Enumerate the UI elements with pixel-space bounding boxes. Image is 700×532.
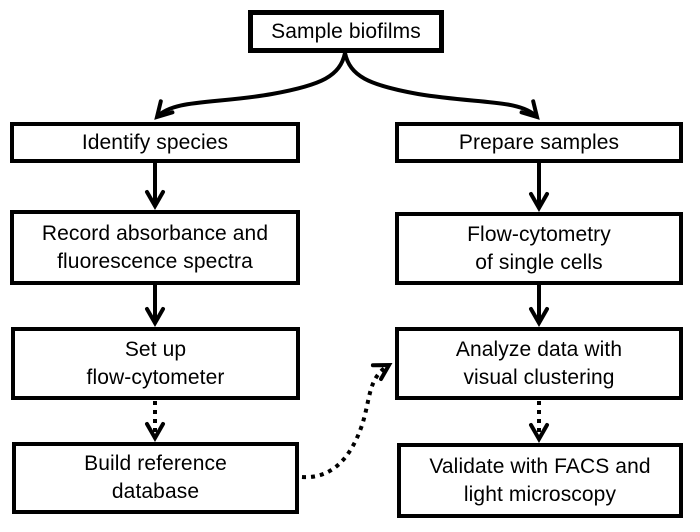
edge-root-to-identify-species <box>154 52 347 120</box>
node-sample-biofilms: Sample biofilms <box>248 10 444 53</box>
node-setup-flow-cytometer: Set up flow-cytometer <box>11 327 300 400</box>
node-analyze-visual-clustering: Analyze data with visual clustering <box>395 327 683 400</box>
edge-database-to-analyze-dotted <box>301 362 393 480</box>
node-validate-facs-microscopy: Validate with FACS and light microscopy <box>397 443 683 518</box>
node-record-spectra: Record absorbance and fluorescence spect… <box>10 210 300 285</box>
node-identify-species: Identify species <box>10 122 300 163</box>
edge-root-to-prepare-samples <box>343 52 540 120</box>
node-build-reference-database: Build reference database <box>12 442 299 514</box>
node-flow-cytometry-single-cells: Flow-cytometry of single cells <box>395 212 683 285</box>
node-prepare-samples: Prepare samples <box>395 122 683 163</box>
